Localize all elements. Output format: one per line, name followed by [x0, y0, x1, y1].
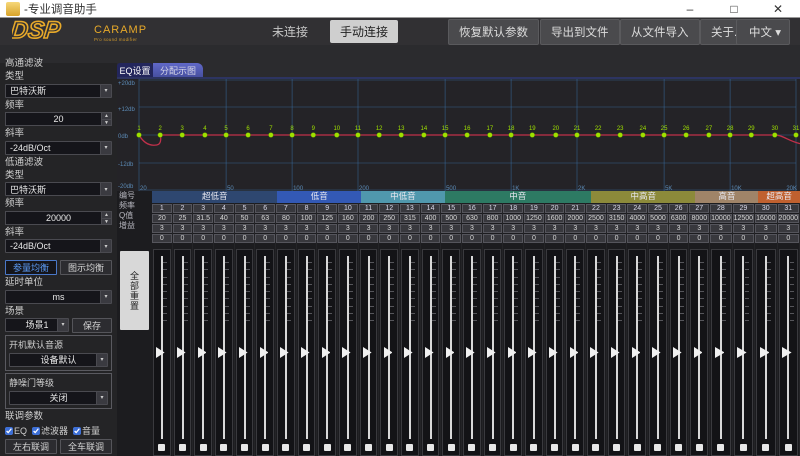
svg-text:20K: 20K	[786, 186, 797, 191]
svg-text:1K: 1K	[512, 186, 519, 191]
svg-text:100: 100	[293, 186, 304, 191]
svg-text:13: 13	[398, 126, 405, 132]
svg-text:-20db: -20db	[118, 184, 134, 190]
svg-text:10K: 10K	[731, 186, 742, 191]
svg-text:20: 20	[140, 186, 147, 191]
svg-text:2K: 2K	[578, 186, 585, 191]
svg-text:25: 25	[661, 126, 668, 132]
svg-text:10: 10	[333, 126, 340, 132]
svg-text:17: 17	[487, 126, 494, 132]
svg-text:5K: 5K	[665, 186, 672, 191]
svg-text:29: 29	[748, 126, 755, 132]
svg-text:27: 27	[706, 126, 713, 132]
svg-text:12: 12	[376, 126, 383, 132]
svg-text:22: 22	[595, 126, 602, 132]
svg-text:24: 24	[640, 126, 647, 132]
svg-text:28: 28	[727, 126, 734, 132]
svg-text:31: 31	[793, 126, 800, 132]
svg-text:30: 30	[771, 126, 778, 132]
svg-text:50: 50	[227, 186, 234, 191]
svg-text:+12db: +12db	[118, 107, 136, 113]
svg-text:14: 14	[421, 126, 428, 132]
svg-text:500: 500	[446, 186, 457, 191]
svg-text:+20db: +20db	[118, 81, 136, 87]
svg-text:16: 16	[464, 126, 471, 132]
svg-text:11: 11	[355, 126, 362, 132]
svg-text:0db: 0db	[118, 134, 129, 140]
svg-text:19: 19	[529, 126, 536, 132]
svg-text:DSP: DSP	[12, 19, 62, 43]
svg-text:-12db: -12db	[118, 162, 134, 168]
svg-text:23: 23	[617, 126, 624, 132]
svg-text:26: 26	[683, 126, 690, 132]
svg-text:15: 15	[442, 126, 449, 132]
svg-text:200: 200	[359, 186, 370, 191]
svg-text:20: 20	[552, 126, 559, 132]
svg-text:18: 18	[508, 126, 515, 132]
svg-text:21: 21	[574, 126, 581, 132]
